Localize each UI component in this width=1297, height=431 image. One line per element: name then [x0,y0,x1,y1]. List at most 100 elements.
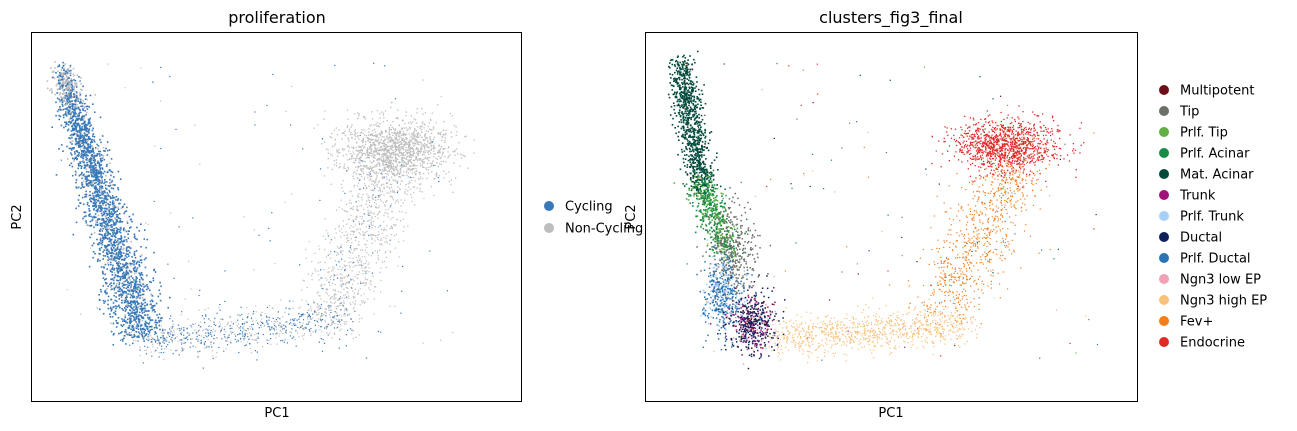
scatter-point [81,183,84,186]
scatter-point [347,282,349,284]
scatter-point [299,326,302,328]
scatter-point [80,131,82,134]
scatter-point [96,238,98,241]
scatter-point [395,168,397,171]
scatter-point [396,174,398,176]
scatter-point [330,323,333,325]
scatter-point [142,283,145,286]
scatter-point [242,327,244,329]
scatter-point [357,196,359,198]
scatter-point [254,334,256,336]
scatter-point [78,146,80,148]
scatter-point [117,268,120,270]
scatter-point [133,335,136,337]
scatter-point [362,282,364,284]
scatter-point [412,135,414,137]
scatter-point [82,159,85,162]
scatter-point [376,183,378,185]
scatter-point [381,131,383,133]
scatter-point [338,149,340,151]
scatter-point [385,266,387,268]
scatter-point [90,141,92,143]
scatter-point [394,174,397,177]
scatter-point [374,166,376,168]
scatter-point [100,200,103,203]
scatter-point [124,307,126,309]
scatter-point [125,298,127,301]
scatter-point [374,180,376,182]
scatter-point [390,227,392,229]
scatter-point [395,147,397,149]
scatter-point [118,283,120,286]
scatter-point [84,152,86,155]
scatter-point [97,183,100,186]
scatter-point [139,355,141,357]
scatter-point [152,305,155,307]
scatter-point [114,254,117,257]
scatter-point [334,274,336,276]
scatter-point [377,198,379,200]
scatter-point [126,303,128,306]
scatter-point [340,296,342,298]
scatter-point [358,318,361,320]
scatter-point [123,301,126,304]
scatter-point [395,146,397,148]
scatter-point [125,292,127,294]
scatter-point [158,319,160,322]
scatter-point [424,151,426,154]
scatter-point [71,127,74,130]
scatter-point [111,254,113,257]
scatter-point [266,339,268,341]
scatter-point [394,166,396,168]
scatter-point [321,350,324,352]
scatter-point [74,94,77,96]
scatter-point [338,314,340,316]
scatter-point [103,266,105,268]
scatter-point [68,110,71,112]
scatter-point [391,145,393,147]
scatter-point [382,114,384,116]
scatter-point [430,119,432,121]
scatter-point [103,170,106,173]
scatter-point [121,282,124,285]
scatter-point [316,292,318,294]
scatter-point [135,270,138,273]
scatter-point [64,113,67,115]
scatter-point [331,145,333,148]
scatter-point [349,266,351,268]
scatter-point [122,309,124,311]
scatter-point [445,161,447,163]
scatter-point [62,105,64,107]
scatter-point [153,338,155,340]
scatter-point [76,96,79,99]
scatter-point [389,196,391,198]
scatter-point [378,125,380,128]
scatter-point [89,190,91,193]
scatter-point [275,337,277,339]
scatter-point [109,238,112,241]
scatter-point [74,108,76,111]
scatter-point [250,352,252,354]
scatter-point [96,172,99,175]
scatter-point [96,171,98,174]
scatter-point [78,138,80,140]
scatter-point [403,240,405,242]
scatter-point [359,281,362,283]
scatter-point [113,223,115,226]
scatter-point [417,178,420,180]
scatter-point [108,244,110,246]
scatter-point [399,169,401,171]
scatter-point [318,274,320,276]
scatter-point [55,84,58,87]
scatter-point [378,152,380,154]
scatter-point [385,159,387,161]
scatter-point [372,234,374,236]
scatter-point [100,174,102,176]
scatter-point [71,103,74,105]
scatter-point [219,304,221,306]
scatter-point [109,208,111,210]
scatter-point [419,173,421,175]
scatter-point [81,118,84,120]
scatter-point [97,195,100,198]
scatter-point [326,293,328,295]
